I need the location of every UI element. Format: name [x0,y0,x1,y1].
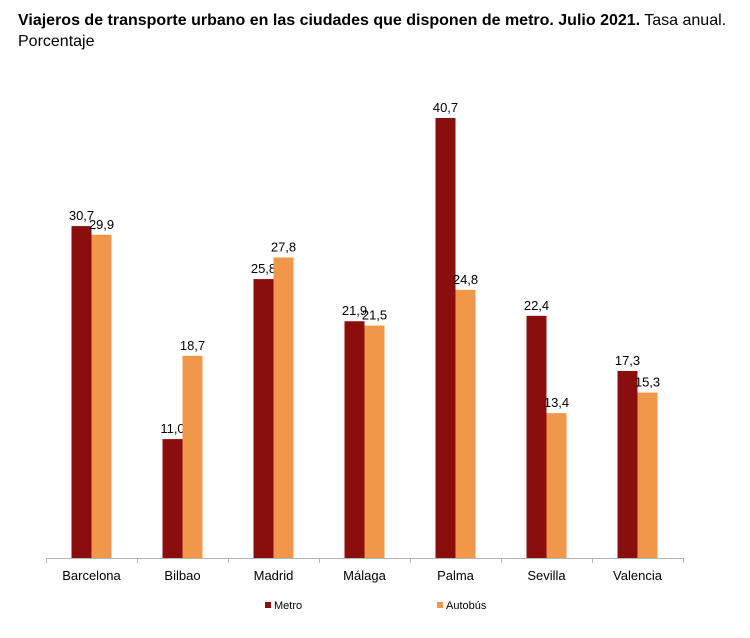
x-tick-label: Madrid [254,568,294,583]
bar-autobs-bilbao [182,355,203,558]
data-label: 21,5 [362,308,387,323]
bar-metro-bilbao [162,439,183,558]
legend-swatch-metro [265,602,271,608]
data-label: 17,3 [615,353,640,368]
chart-title-main: Viajeros de transporte urbano en las ciu… [18,12,641,29]
legend-label: Metro [274,600,302,612]
bar-metro-palma [435,118,456,558]
data-label: 11,0 [160,421,184,436]
data-label: 27,8 [271,239,296,254]
data-label: 18,7 [180,338,205,353]
data-label: 24,8 [453,272,478,287]
x-tick-label: Sevilla [527,568,566,583]
chart-title: Viajeros de transporte urbano en las ciu… [18,10,730,52]
data-label: 30,7 [69,208,94,223]
bar-autobs-valencia [637,392,658,558]
bar-autobs-sevilla [546,413,567,558]
bar-autobs-barcelona [91,234,112,558]
bar-autobs-mlaga [364,325,385,558]
bar-metro-mlaga [344,321,365,558]
data-label: 15,3 [635,375,660,390]
x-tick-label: Barcelona [62,568,121,583]
bar-metro-barcelona [71,226,92,559]
chart-title-subtitle: Tasa anual. Porcentaje [18,12,727,50]
data-label: 29,9 [89,217,114,232]
bar-autobs-palma [455,289,476,558]
data-label: 22,4 [524,298,549,313]
legend-label: Autobús [446,600,487,612]
bar-metro-madrid [253,279,274,558]
bar-autobs-madrid [273,257,294,558]
x-tick-label: Valencia [613,568,663,583]
data-label: 40,7 [433,100,458,115]
x-tick-label: Palma [437,568,475,583]
legend-swatch-autobus [437,602,443,608]
data-label: 13,4 [544,395,569,410]
data-label: 25,8 [251,261,276,276]
bar-metro-sevilla [526,315,547,558]
bar-metro-valencia [617,370,638,558]
x-tick-label: Málaga [343,568,386,583]
data-label: 21,9 [342,303,367,318]
x-tick-label: Bilbao [164,568,200,583]
